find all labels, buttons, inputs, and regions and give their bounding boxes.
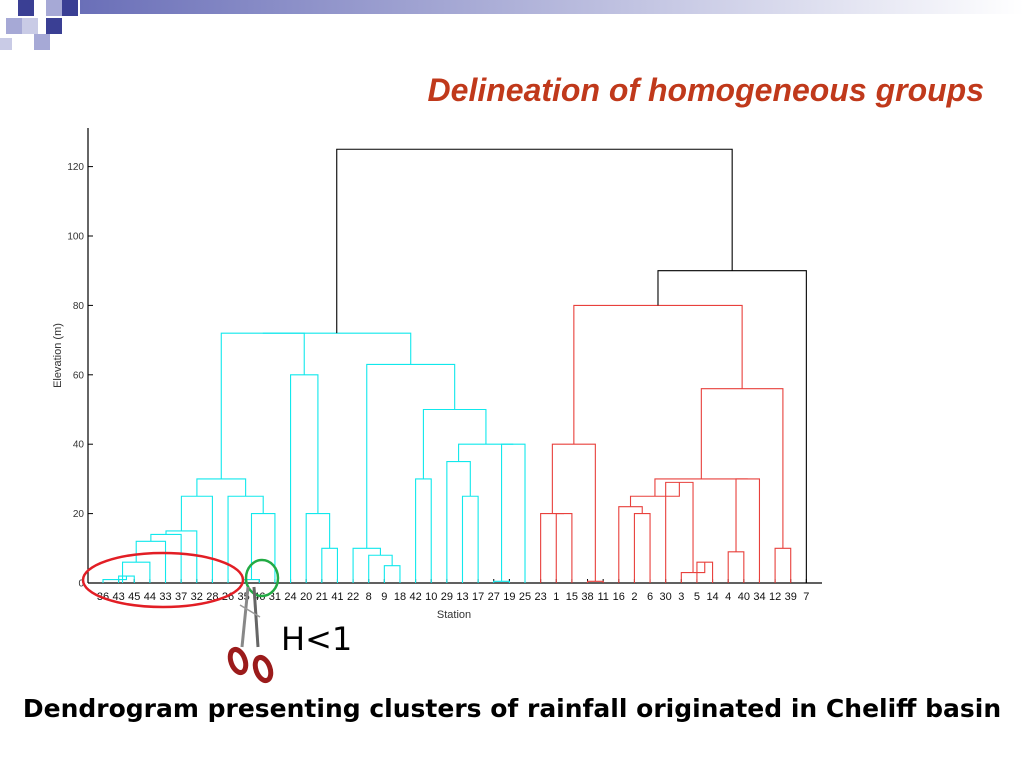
leaf-label: 22 (347, 591, 359, 603)
slide-title: Delineation of homogeneous groups (427, 72, 984, 108)
leaf-label: 13 (456, 591, 468, 603)
cut-circle-red (81, 551, 245, 609)
leaf-label: 3 (678, 591, 684, 603)
leaf-label: 9 (381, 591, 387, 603)
leaf-label: 40 (738, 591, 750, 603)
leaf-label: 14 (706, 591, 718, 603)
leaf-label: 16 (613, 591, 625, 603)
dendrogram-link (657, 270, 807, 583)
leaf-label: 11 (597, 591, 608, 603)
dendrogram-link (196, 478, 247, 497)
dendrogram-link (665, 481, 694, 583)
leaf-label: 21 (316, 591, 328, 603)
y-tick-label: 40 (73, 440, 85, 451)
scissors-icon (227, 586, 274, 684)
leaf-label: 38 (581, 591, 593, 603)
dendrogram-link (220, 332, 305, 479)
x-axis-label: Station (437, 609, 471, 621)
dendrogram-link (368, 554, 393, 583)
dendrogram-link (458, 443, 514, 462)
leaf-label: 5 (694, 591, 700, 603)
cut-circle-green (244, 558, 280, 598)
leaf-label: 39 (785, 591, 797, 603)
dendrogram-link (501, 443, 526, 583)
leaf-label: 33 (159, 591, 171, 603)
dendrogram-link (735, 478, 761, 583)
dendrogram-link (633, 513, 651, 583)
y-tick-label: 120 (67, 162, 84, 173)
leaf-label: 6 (647, 591, 653, 603)
dendrogram-link (555, 513, 573, 583)
leaf-label: 43 (113, 591, 125, 603)
dendrogram-link (774, 547, 792, 583)
leaf-labels: 36 43 45 44 33 37 32 28 26 35 46 31 24 20 21 41 22 8 9 18 42… (97, 591, 810, 603)
dendrogram-link (654, 478, 748, 497)
leaf-label: 15 (566, 591, 578, 603)
leaf-label: 12 (769, 591, 781, 603)
leaf-label: 8 (366, 591, 372, 603)
dendrogram-link (551, 443, 596, 582)
leaf-label: 2 (631, 591, 637, 603)
leaf-label: 17 (472, 591, 484, 603)
leaf-label: 37 (175, 591, 187, 603)
dendrogram-link (290, 374, 319, 583)
y-tick-label: 60 (73, 370, 85, 381)
leaf-label: 31 (269, 591, 281, 603)
dendrogram-link (727, 551, 745, 583)
dendrogram-link (321, 547, 338, 583)
dendrogram-link (352, 547, 381, 583)
y-tick-label: 100 (67, 232, 84, 243)
leaf-label: 10 (425, 591, 437, 603)
leaf-label: 7 (803, 591, 809, 603)
slide-caption: Dendrogram presenting clusters of rainfa… (22, 694, 1002, 723)
leaf-label: 41 (331, 591, 343, 603)
leaf-label: 27 (488, 591, 500, 603)
leaf-label: 20 (300, 591, 312, 603)
dendrogram-link (227, 495, 264, 583)
dendrogram-links (102, 148, 807, 583)
dendrogram-link (336, 148, 733, 334)
y-tick-label: 20 (73, 509, 85, 520)
dendrogram-link (366, 363, 456, 549)
leaf-label: 34 (753, 591, 765, 603)
dendrogram-link (262, 332, 412, 365)
dendrogram-link (461, 495, 479, 583)
dendrogram-link (618, 506, 643, 583)
leaf-label: 32 (191, 591, 203, 603)
dendrogram-link (383, 565, 401, 583)
y-tick-label: 80 (73, 301, 85, 312)
dendrogram-link (102, 576, 127, 583)
leaf-label: 44 (144, 591, 156, 603)
leaf-label: 42 (409, 591, 421, 603)
slide-corner-decoration (0, 0, 1024, 50)
dendrogram-link (415, 478, 432, 583)
cut-threshold-label: H<1 (281, 620, 353, 658)
dendrogram-link (446, 461, 471, 583)
leaf-label: 1 (553, 591, 559, 603)
leaf-label: 24 (284, 591, 296, 603)
dendrogram-link (250, 513, 276, 583)
leaf-label: 30 (660, 591, 672, 603)
y-tick-label: 0 (78, 579, 84, 590)
leaf-label: 4 (725, 591, 731, 603)
leaf-label: 45 (128, 591, 140, 603)
leaf-label: 18 (394, 591, 406, 603)
dendrogram-link (540, 513, 565, 583)
leaf-label: 23 (535, 591, 547, 603)
leaf-label: 25 (519, 591, 531, 603)
dendrogram-link (700, 388, 784, 549)
dendrogram-link (573, 304, 743, 445)
y-axis-label: Elevation (m) (52, 323, 64, 388)
leaf-label: 19 (503, 591, 515, 603)
leaf-label: 29 (441, 591, 453, 603)
